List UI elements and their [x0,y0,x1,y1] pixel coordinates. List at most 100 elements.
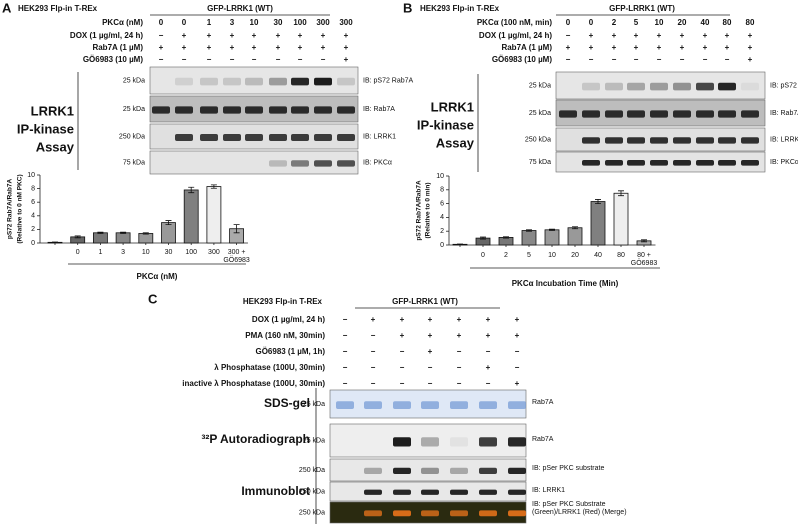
assay-label: LRRK1 [431,99,474,114]
kda-marker: 25 kDa [123,77,145,84]
band [421,467,439,474]
condition-value: − [321,55,326,64]
condition-value: + [566,43,571,52]
blot-label-box: IB: LRRK1 [532,487,565,494]
band [479,489,497,495]
band [269,77,287,86]
condition-value: − [230,55,235,64]
condition-value: − [457,363,462,372]
x-tick-label: 300 [208,249,220,256]
construct: GFP-LRRK1 (WT) [207,4,273,13]
condition-value: 300 [339,18,353,27]
x-tick-label: 300 + GÖ6983 [223,249,250,264]
section-title: ³²P Autoradiograph [201,432,310,446]
band [605,82,623,91]
x-tick-label-box: 0 [481,252,485,259]
condition-name: PMA (160 nM, 30min) [245,331,325,340]
ib-label: IB: Rab7A [770,110,798,117]
band [337,134,355,141]
kda-marker: 250 kDa [299,509,325,516]
condition-value: + [428,331,433,340]
condition-value: − [428,379,433,388]
x-tick-label: 2 [504,252,508,259]
condition-value: − [486,379,491,388]
bar [590,201,606,246]
condition-value: + [589,43,594,52]
x-tick-label-box: 5 [527,252,531,259]
cell-line: HEK293 Flp-in T-REx [243,297,323,306]
bar [161,222,176,244]
y-tick-label: 8 [440,187,444,194]
section-title: Immunoblot [241,484,310,498]
y-axis-label: pS72 Rab7A/Rab7A [416,180,423,241]
band [450,401,468,410]
ib-label: IB: PKCα [363,159,392,166]
panel-label: B [403,0,412,15]
condition-value: 300 [316,18,330,27]
condition-value: 10 [250,18,259,27]
condition-value: 80 [723,18,732,27]
kda-marker: 250 kDa [299,488,325,495]
bar [521,230,537,246]
condition-value: + [182,31,187,40]
band [673,110,691,118]
kda-marker: 75 kDa [123,159,145,166]
x-tick-label-box: 300 + GÖ6983 [223,249,250,264]
y-tick-label: 2 [440,228,444,235]
condition-value: 0 [182,18,187,27]
condition-name: λ Phosphatase (100U, 30min) [214,363,325,372]
band [605,160,623,166]
x-tick-label-box: 80 + GÖ6983 [631,252,657,267]
condition-value: − [343,315,348,324]
band [175,134,193,141]
condition-value: − [343,331,348,340]
assay-label: Assay [436,135,475,150]
band [582,160,600,166]
condition-value: + [612,31,617,40]
condition-value: − [400,363,405,372]
x-tick-label: 3 [121,249,126,256]
condition-name: GÖ6983 (10 µM) [83,55,144,64]
condition-value: − [680,55,685,64]
assay-label: IP-kinase [17,121,74,136]
band [245,77,263,86]
ib-label: IB: PKCα [770,159,798,166]
band [582,82,600,91]
band [200,77,218,86]
condition-value: − [657,55,662,64]
bar [138,233,154,244]
band [291,77,309,86]
band [718,110,736,118]
y-axis-label: pS72 Rab7A/Rab7A [7,179,14,240]
condition-value: + [748,55,753,64]
band [508,401,526,410]
band [650,82,668,91]
x-tick-label-box: 0 [76,249,80,256]
x-tick-label-box: 3 [121,249,126,256]
condition-value: 0 [589,18,594,27]
band [479,467,497,474]
band [582,110,600,118]
band [508,437,526,447]
condition-value: + [428,347,433,356]
y-axis-label: (Relative to 0 min) [425,183,432,239]
band [337,77,355,86]
bar [93,232,108,244]
condition-value: + [657,31,662,40]
x-tick-label-box: 300 [208,249,220,256]
band [314,160,332,167]
band [393,401,411,410]
condition-value: + [230,31,235,40]
x-tick-label: 20 [571,252,579,259]
error-bar [618,190,624,197]
condition-value: 3 [230,18,235,27]
band [314,134,332,141]
y-tick-label: 6 [440,200,444,207]
band [605,110,623,118]
assay-label: LRRK1 [31,103,74,118]
condition-value: − [400,347,405,356]
band [718,137,736,144]
condition-value: + [515,331,520,340]
band [741,82,759,91]
